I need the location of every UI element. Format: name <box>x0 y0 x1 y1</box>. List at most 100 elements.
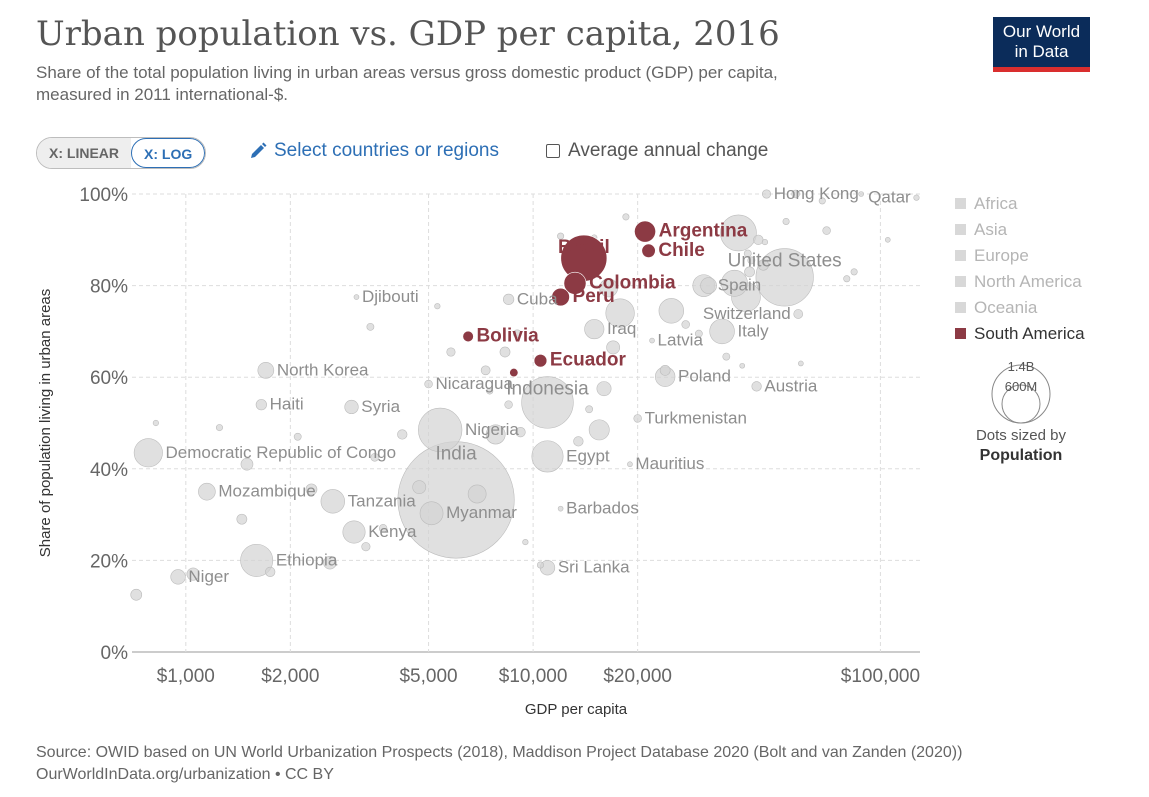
data-point[interactable] <box>747 256 756 265</box>
data-point[interactable] <box>606 340 621 355</box>
point-mozambique[interactable] <box>198 482 216 501</box>
data-point[interactable] <box>700 277 717 294</box>
data-point[interactable] <box>467 484 487 504</box>
owid-logo[interactable]: Our World in Data <box>993 17 1090 72</box>
x-log-button[interactable]: X: LOG <box>131 138 206 168</box>
point-niger[interactable] <box>170 569 186 585</box>
data-point[interactable] <box>504 400 513 409</box>
data-point[interactable] <box>305 483 318 496</box>
data-point[interactable] <box>596 381 612 397</box>
data-point[interactable] <box>513 329 522 338</box>
data-point[interactable] <box>782 217 790 225</box>
data-point[interactable] <box>485 424 506 445</box>
data-point[interactable] <box>361 542 371 552</box>
data-point[interactable] <box>130 588 143 601</box>
legend-swatch-south-america[interactable] <box>955 328 966 339</box>
data-point[interactable] <box>843 275 851 283</box>
data-point[interactable] <box>720 214 757 252</box>
point-iraq[interactable] <box>584 319 605 340</box>
data-point[interactable] <box>822 226 831 235</box>
data-point[interactable] <box>236 513 248 525</box>
data-point[interactable] <box>798 360 804 367</box>
data-point[interactable] <box>215 424 223 432</box>
data-point[interactable] <box>791 189 800 199</box>
point-democratic-republic-of-congo[interactable] <box>133 438 163 468</box>
point-italy[interactable] <box>709 318 735 345</box>
average-change-checkbox[interactable] <box>546 144 560 158</box>
data-point[interactable] <box>434 303 441 310</box>
point-peru[interactable] <box>551 287 570 307</box>
data-point[interactable] <box>858 191 864 197</box>
legend-swatch-europe[interactable] <box>955 250 966 261</box>
data-point[interactable] <box>850 268 858 276</box>
data-point[interactable] <box>499 346 511 358</box>
data-point[interactable] <box>446 347 456 357</box>
point-nigeria[interactable] <box>418 407 463 452</box>
data-point[interactable] <box>694 329 703 338</box>
select-countries-link[interactable]: Select countries or regions <box>248 140 499 162</box>
x-linear-button[interactable]: X: LINEAR <box>37 138 131 168</box>
point-united-states[interactable] <box>755 248 814 307</box>
point-hong-kong[interactable] <box>762 189 772 199</box>
point-chile[interactable] <box>641 243 656 258</box>
data-point[interactable] <box>753 234 764 245</box>
data-point[interactable] <box>152 419 159 427</box>
data-point[interactable] <box>397 429 408 440</box>
data-point[interactable] <box>658 298 685 324</box>
data-point[interactable] <box>599 278 618 298</box>
data-point[interactable] <box>536 561 544 569</box>
point-syria[interactable] <box>344 399 359 415</box>
data-point[interactable] <box>366 322 375 331</box>
point-kenya[interactable] <box>342 520 366 544</box>
point-indonesia[interactable] <box>521 376 574 429</box>
legend-swatch-africa[interactable] <box>955 198 966 209</box>
point-nicaragua[interactable] <box>424 379 433 389</box>
data-point[interactable] <box>605 298 635 328</box>
data-point[interactable] <box>722 352 731 361</box>
data-point[interactable] <box>757 259 769 271</box>
data-point[interactable] <box>743 249 752 258</box>
point-myanmar[interactable] <box>419 501 444 526</box>
data-point[interactable] <box>370 453 379 462</box>
data-point[interactable] <box>378 524 388 533</box>
data-point[interactable] <box>739 362 746 369</box>
point-latvia[interactable] <box>649 337 655 344</box>
legend-swatch-oceania[interactable] <box>955 302 966 313</box>
data-point[interactable] <box>509 368 519 378</box>
data-point[interactable] <box>186 567 200 581</box>
data-point[interactable] <box>744 266 755 278</box>
data-point[interactable] <box>659 364 671 376</box>
data-point[interactable] <box>323 555 337 570</box>
data-point[interactable] <box>585 405 594 414</box>
data-point[interactable] <box>480 365 491 376</box>
data-point[interactable] <box>265 566 276 577</box>
data-point[interactable] <box>293 432 302 441</box>
data-point[interactable] <box>681 320 690 329</box>
data-point[interactable] <box>515 427 526 438</box>
data-point[interactable] <box>486 387 494 395</box>
legend-swatch-north-america[interactable] <box>955 276 966 287</box>
point-barbados[interactable] <box>557 505 564 512</box>
point-switzerland[interactable] <box>793 309 804 319</box>
data-point[interactable] <box>240 457 254 471</box>
point-colombia[interactable] <box>563 271 587 295</box>
point-egypt[interactable] <box>531 440 564 473</box>
data-point[interactable] <box>573 436 584 447</box>
legend-swatch-asia[interactable] <box>955 224 966 235</box>
point-djibouti[interactable] <box>353 294 360 300</box>
point-austria[interactable] <box>751 381 762 392</box>
data-point[interactable] <box>522 539 529 546</box>
point-ecuador[interactable] <box>533 354 548 368</box>
point-ethiopia[interactable] <box>240 543 274 577</box>
data-point[interactable] <box>721 269 748 297</box>
data-point[interactable] <box>884 237 891 243</box>
average-annual-change-toggle[interactable]: Average annual change <box>546 140 768 162</box>
data-point[interactable] <box>557 232 565 240</box>
data-point[interactable] <box>622 213 630 221</box>
data-point[interactable] <box>588 419 610 441</box>
data-point[interactable] <box>761 239 768 246</box>
data-point[interactable] <box>818 197 826 205</box>
point-turkmenistan[interactable] <box>633 414 642 423</box>
point-mauritius[interactable] <box>627 461 633 468</box>
point-tanzania[interactable] <box>320 489 345 514</box>
